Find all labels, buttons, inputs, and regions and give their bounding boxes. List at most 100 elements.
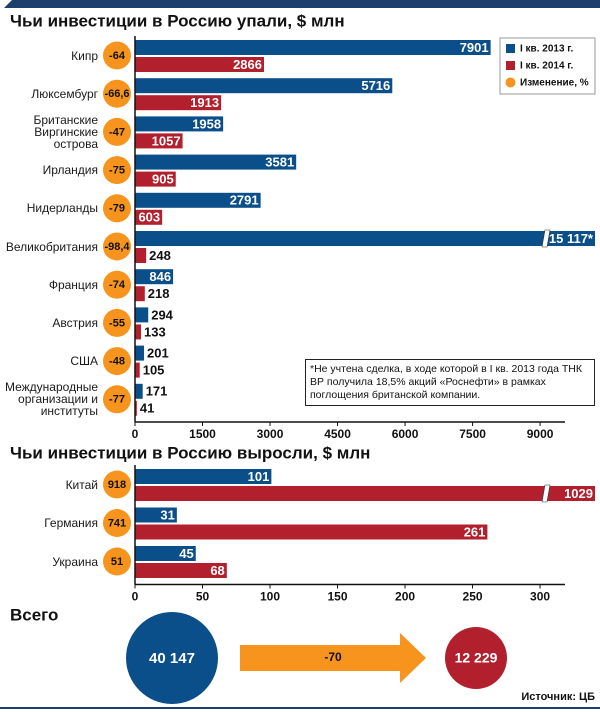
change-circle [103, 41, 131, 70]
bar [135, 469, 272, 484]
change-label: 741 [108, 517, 126, 529]
chart-title: Чьи инвестиции в Россию выросли, $ млн [10, 443, 370, 462]
value-label: 603 [138, 210, 160, 225]
legend-swatch [506, 44, 515, 53]
value-label: 31 [160, 507, 174, 522]
bar [135, 400, 137, 416]
change-circle [103, 547, 131, 576]
total-label: 12 229 [455, 650, 498, 666]
value-label: 1958 [192, 116, 221, 131]
bars [135, 469, 595, 578]
change-label: -77 [109, 394, 125, 406]
x-tick-label: 150 [328, 590, 348, 604]
bar [135, 362, 140, 378]
change-circle [103, 270, 131, 299]
legend-swatch [506, 61, 515, 70]
total-circle [126, 612, 218, 704]
bar-break [541, 484, 551, 503]
change-circle [103, 194, 131, 223]
change-label: -66,6 [104, 88, 129, 100]
category-label: Нидерланды [26, 201, 98, 216]
bar [135, 345, 145, 361]
value-label: 15 117* [549, 231, 594, 246]
bar [135, 269, 174, 285]
bar [135, 248, 147, 263]
legend-label: I кв. 2013 г. [520, 44, 573, 55]
value-label: 294 [151, 307, 173, 322]
change-label: 51 [111, 556, 123, 568]
value-label: 45 [179, 546, 193, 561]
legend-box [499, 37, 596, 95]
category-label: Франция [48, 277, 98, 292]
bar [135, 78, 393, 94]
bar [135, 192, 261, 208]
change-label: -70 [324, 650, 342, 664]
change-label: -48 [109, 356, 125, 368]
bar [135, 286, 145, 302]
source: Источник: ЦБ [521, 691, 595, 703]
total-circle [445, 627, 507, 689]
value-label: 248 [149, 248, 171, 263]
change-label: 918 [108, 479, 126, 491]
category-label: Китай [65, 477, 98, 492]
value-label: 1029 [564, 486, 593, 501]
change-label: -79 [109, 203, 125, 215]
category-label: Великобритания [5, 239, 98, 254]
x-tick-label: 0 [132, 427, 139, 441]
bar [135, 95, 222, 111]
change-label: -55 [109, 317, 125, 329]
value-label: 2791 [230, 193, 259, 208]
change-label: -74 [109, 279, 126, 291]
category-label: Люксембург [31, 86, 98, 101]
x-tick-label: 0 [132, 590, 139, 604]
change-arrow [240, 633, 426, 683]
bars [135, 40, 595, 416]
change-circle [103, 470, 131, 499]
bar [135, 324, 141, 340]
change-label: -75 [109, 165, 125, 177]
x-tick-label: 1500 [189, 427, 216, 441]
value-label: 41 [140, 401, 154, 416]
value-label: 5716 [361, 78, 390, 93]
change-circle [103, 308, 131, 337]
value-label: 3581 [265, 155, 294, 170]
value-label: 1057 [152, 133, 181, 148]
category-label: Украина [52, 554, 98, 569]
change-circle [103, 79, 131, 108]
category-label: США [70, 354, 98, 369]
bar [135, 171, 176, 187]
total-title: Всего [10, 605, 58, 624]
change-circle [103, 385, 131, 414]
bar [135, 231, 595, 246]
bar [135, 383, 143, 399]
category-label: Ирландия [42, 163, 98, 178]
change-label: -98,4 [104, 241, 130, 253]
change-label: -47 [109, 126, 125, 138]
value-label: 171 [146, 384, 168, 399]
change-circle [103, 347, 131, 376]
legend-swatch [505, 77, 516, 88]
change-circle [103, 156, 131, 185]
value-label: 1913 [190, 95, 219, 110]
bar [135, 57, 264, 72]
change-circle [103, 232, 131, 261]
change-label: -64 [109, 50, 126, 62]
x-tick-label: 9000 [527, 427, 554, 441]
legend-label: Изменение, % [520, 78, 589, 89]
value-label: 7901 [460, 40, 489, 55]
x-tick-label: 300 [530, 590, 550, 604]
bar [135, 209, 163, 225]
category-label: Германия [44, 516, 98, 530]
chart-title: Чьи инвестиции в Россию упали, $ млн [10, 11, 345, 30]
change-circle [103, 117, 131, 146]
legend-label: I кв. 2014 г. [520, 61, 573, 72]
bar [135, 40, 491, 55]
annotation: *Не учтена сделка, в ходе которой в I кв… [305, 359, 595, 406]
category-label: Международные организации и институты [4, 380, 98, 419]
value-label: 2866 [233, 57, 262, 72]
x-tick-label: 6000 [392, 427, 419, 441]
bar [135, 116, 224, 132]
category-label: Австрия [52, 315, 98, 330]
bar [135, 507, 177, 523]
